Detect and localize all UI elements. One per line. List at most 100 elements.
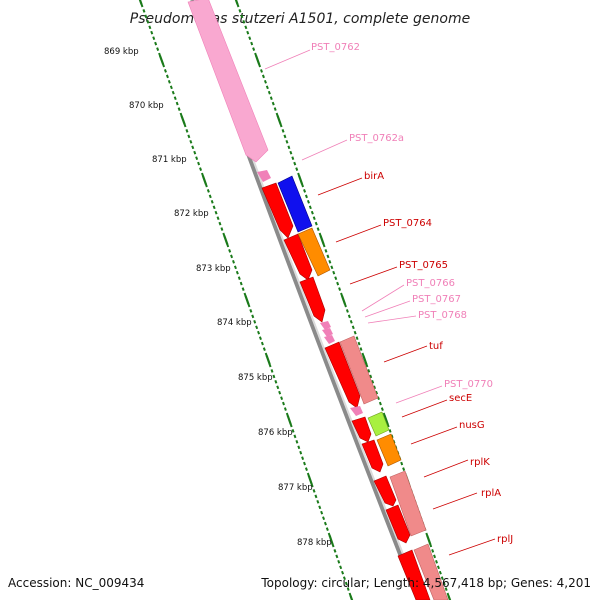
tick-mark [263, 79, 267, 84]
tick-mark [440, 576, 444, 581]
tick-mark [307, 475, 313, 485]
gene-label[interactable]: PST_0766 [406, 278, 455, 289]
tick-mark [283, 407, 287, 411]
tick-mark [436, 565, 440, 570]
accession-text: Accession: NC_009434 [8, 576, 144, 590]
tick-mark [303, 189, 307, 193]
gene-label[interactable]: rplJ [497, 534, 513, 545]
gene-label[interactable]: PST_0764 [383, 218, 432, 229]
gene-label[interactable]: secE [449, 393, 472, 404]
gene-label[interactable]: birA [364, 171, 384, 182]
gene-secE[interactable] [351, 416, 372, 443]
kbp-label: 869 kbp [104, 47, 139, 57]
gene-nusG[interactable] [361, 439, 384, 473]
gene-birA[interactable] [261, 182, 294, 239]
gene-label[interactable]: PST_0770 [444, 379, 493, 390]
gene-label[interactable]: tuf [429, 341, 443, 352]
tick-mark [306, 472, 310, 477]
tick-mark [438, 570, 442, 575]
tick-mark [304, 194, 308, 199]
kbp-label: 878 kbp [297, 538, 332, 548]
tick-mark [285, 139, 289, 144]
tick-mark [289, 150, 293, 155]
gene-PST_0765[interactable] [299, 276, 326, 323]
kbp-label: 870 kbp [129, 101, 164, 111]
tick-mark [189, 139, 193, 144]
gene-tuf-outer[interactable] [339, 335, 379, 405]
gene-label[interactable]: PST_0767 [412, 294, 461, 305]
tick-mark [201, 172, 204, 177]
leader-line [395, 385, 443, 404]
tick-mark [175, 101, 179, 106]
gene-PST_0762[interactable] [187, 0, 269, 163]
gene-nusG-outer[interactable] [376, 433, 402, 467]
gene-label[interactable]: nusG [459, 420, 485, 431]
tick-mark [216, 216, 220, 221]
tick-mark [316, 227, 320, 231]
tick-mark [278, 390, 282, 395]
gene-PST_0762a[interactable] [257, 170, 271, 182]
tick-mark [343, 303, 347, 308]
tick-mark [150, 30, 154, 35]
tick-mark [349, 595, 354, 600]
tick-mark [222, 232, 226, 237]
gene-PST_0766[interactable] [320, 321, 331, 330]
tick-mark [287, 145, 291, 150]
tick-mark [349, 319, 353, 324]
tick-mark [253, 319, 257, 324]
gene-tuf[interactable] [324, 341, 361, 409]
gene-rplA[interactable] [385, 504, 411, 544]
tick-mark [230, 254, 234, 259]
gene-label[interactable]: PST_0762a [349, 133, 404, 144]
tick-mark [154, 41, 158, 46]
gene-rplJ-outer[interactable] [413, 543, 449, 600]
tick-mark [193, 150, 197, 155]
tick-mark [272, 374, 276, 379]
gene-rplA-outer[interactable] [389, 470, 427, 537]
tick-mark [197, 161, 201, 166]
tick-mark [236, 3, 240, 8]
gene-label[interactable]: PST_0768 [418, 310, 467, 321]
tick-mark [353, 330, 357, 335]
tick-mark [226, 243, 230, 248]
gene-PST_0768[interactable] [324, 335, 335, 344]
tick-mark [279, 123, 283, 128]
tick-mark [177, 107, 181, 111]
tick-mark [232, 259, 235, 264]
tick-mark [235, 270, 239, 275]
gene-label[interactable]: PST_0762 [311, 42, 360, 53]
tick-mark [276, 115, 282, 125]
tick-mark [237, 276, 241, 281]
gene-rplK[interactable] [373, 475, 397, 507]
gene-secE-outer[interactable] [367, 411, 390, 437]
tick-mark [171, 90, 175, 95]
tick-mark [285, 412, 289, 417]
tick-mark [283, 134, 287, 139]
tick-mark [361, 352, 365, 357]
gene-rplJ[interactable] [397, 549, 431, 600]
leader-line [264, 49, 311, 70]
tick-mark [444, 587, 448, 591]
tick-mark [254, 52, 258, 57]
gene-label[interactable]: rplA [481, 488, 501, 499]
tick-mark [212, 205, 216, 210]
tick-mark [323, 521, 327, 526]
tick-mark [241, 287, 245, 291]
tick-mark [345, 309, 349, 313]
tick-mark [280, 396, 284, 401]
gene-label[interactable]: PST_0765 [399, 260, 448, 271]
leader-line [423, 459, 469, 478]
tick-mark [331, 543, 335, 548]
gene-birA-outer[interactable] [277, 175, 313, 233]
gene-PST_0770[interactable] [350, 406, 363, 416]
gene-PST_0764[interactable] [283, 233, 313, 281]
gene-PST_0767[interactable] [322, 328, 333, 337]
gene-PST_0764-outer[interactable] [297, 227, 331, 277]
tick-mark [314, 221, 318, 226]
tick-mark [348, 592, 352, 597]
kbp-label: 876 kbp [258, 428, 293, 438]
gene-label[interactable]: rplK [470, 457, 490, 468]
tick-mark [276, 385, 280, 390]
tick-mark [301, 456, 305, 461]
tick-mark [289, 423, 293, 428]
